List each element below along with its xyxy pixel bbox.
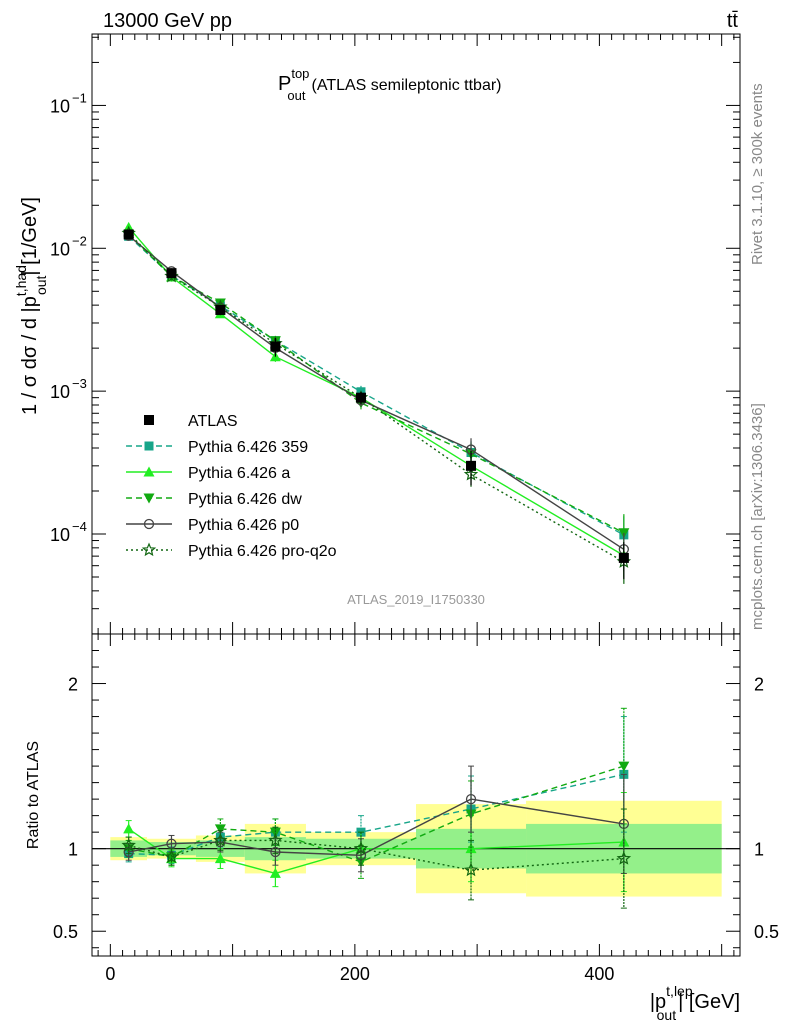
- ratio-y-tick-label: 0.5: [53, 922, 78, 942]
- ratio-point: [214, 853, 226, 864]
- data-point: [123, 229, 134, 240]
- data-point: [618, 552, 629, 563]
- ratio-point: [214, 824, 226, 835]
- legend-label: Pythia 6.426 359: [188, 439, 308, 456]
- x-tick-label: 200: [340, 964, 370, 984]
- legend-item: Pythia 6.426 dw: [126, 491, 302, 508]
- xlabel-pre: |p: [650, 991, 666, 1013]
- legend: ATLAS Pythia 6.426 359 Pythia 6.426 a Pythi…: [126, 413, 337, 560]
- legend-marker: [143, 493, 155, 504]
- legend-marker: [144, 441, 154, 451]
- legend-marker: [143, 466, 155, 477]
- xlabel: |pt,lep out| [GeV]: [650, 983, 740, 1023]
- legend-item: Pythia 6.426 359: [126, 439, 308, 456]
- legend-marker: [143, 518, 155, 530]
- y-tick-exponent: −2: [72, 233, 87, 248]
- main-series-2: [123, 229, 630, 560]
- y-tick-exponent: −4: [72, 519, 87, 534]
- analysis-id: ATLAS_2019_I1750330: [347, 592, 485, 607]
- legend-item: Pythia 6.426 pro-q2o: [126, 542, 337, 560]
- xlabel-sup: t,lep: [666, 983, 693, 999]
- ratio-frame: [91, 633, 741, 957]
- y-tick-label: 10: [50, 382, 70, 402]
- y-tick-label: 10: [50, 525, 70, 545]
- main-data-atlas: [123, 229, 629, 580]
- ratio-point: [269, 827, 281, 838]
- title-sup: top: [291, 66, 309, 81]
- ratio-point: [269, 867, 281, 878]
- ratio-point: [463, 862, 479, 877]
- ratio-point: [268, 832, 283, 847]
- plot-title: Ptop out (ATLAS semileptonic ttbar): [278, 66, 502, 103]
- main-series-0: [124, 231, 629, 562]
- rivet-label: Rivet 3.1.10, ≥ 300k events: [749, 83, 766, 265]
- main-series-line: [128, 233, 625, 534]
- ratio-point: [618, 761, 630, 772]
- data-point: [166, 268, 177, 279]
- title-main: P: [278, 73, 291, 95]
- legend-label: Pythia 6.426 dw: [188, 491, 302, 508]
- data-point: [355, 392, 366, 403]
- title-rest: (ATLAS semileptonic ttbar): [312, 77, 502, 94]
- ratio-point: [353, 841, 369, 855]
- xlabel-post: | [GeV]: [678, 991, 740, 1013]
- legend-item: ATLAS: [144, 413, 238, 430]
- ratio-y-tick-label-right: 0.5: [754, 922, 779, 942]
- legend-label: ATLAS: [188, 413, 238, 430]
- ratio-point: [616, 851, 632, 865]
- ylabel-sup: t,had: [13, 265, 29, 296]
- ratio-panel: [91, 633, 741, 957]
- ratio-y-tick-label: 1: [68, 840, 78, 860]
- ylabel-sub: out: [33, 275, 49, 295]
- title-sub: out: [287, 88, 305, 103]
- data-point: [215, 304, 226, 315]
- legend-label: Pythia 6.426 pro-q2o: [188, 543, 337, 560]
- x-tick-label: 400: [584, 964, 614, 984]
- ratio-point: [123, 823, 135, 834]
- ratio-point: [164, 849, 179, 864]
- x-tick-label: 0: [105, 964, 115, 984]
- ratio-y-tick-label-right: 1: [754, 840, 764, 860]
- mcplots-label: mcplots.cern.ch [arXiv:1306.3436]: [749, 403, 766, 630]
- ylabel-pre: 1 / σ dσ / d |p: [19, 296, 41, 415]
- xlabel-sub: out: [657, 1007, 677, 1023]
- y-tick-label: 10: [50, 239, 70, 259]
- ratio-ylabel: Ratio to ATLAS: [25, 741, 42, 849]
- ratio-point: [465, 793, 477, 805]
- legend-marker: [144, 415, 154, 425]
- main-series: [121, 221, 632, 584]
- main-ylabel: 1 / σ dσ / d |pt,had out| [1/GeV]: [13, 197, 49, 415]
- ratio-point: [270, 846, 281, 858]
- data-point: [466, 460, 477, 471]
- y-tick-label: 10: [50, 96, 70, 116]
- y-tick-exponent: −1: [72, 90, 87, 105]
- legend-label: Pythia 6.426 a: [188, 465, 290, 482]
- ratio-point: [121, 837, 136, 852]
- ratio-y-tick-label: 2: [68, 675, 78, 695]
- ratio-y-tick-label-right: 2: [754, 675, 764, 695]
- ylabel-post: | [1/GeV]: [19, 197, 41, 276]
- legend-item: Pythia 6.426 p0: [126, 517, 299, 534]
- legend-marker: [141, 542, 157, 557]
- y-tick-exponent: −3: [72, 376, 87, 391]
- ratio-series: [121, 707, 632, 909]
- data-point: [270, 341, 281, 352]
- energy-label: 13000 GeV pp: [103, 10, 232, 32]
- ratio-series-4: [121, 808, 632, 909]
- legend-item: Pythia 6.426 a: [126, 465, 290, 482]
- legend-label: Pythia 6.426 p0: [188, 517, 299, 534]
- process-label: tt̄: [727, 10, 739, 32]
- ratio-point: [213, 832, 228, 847]
